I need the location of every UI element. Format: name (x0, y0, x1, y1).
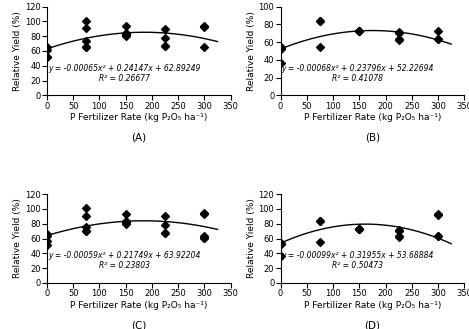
Point (395, 228, 402, 233)
Point (395, 228, 402, 234)
Text: y = -0.00099x² + 0.31955x + 53.68884
R² = 0.50473: y = -0.00099x² + 0.31955x + 53.68884 R² … (281, 251, 434, 270)
X-axis label: P Fertilizer Rate (kg P₂O₅ ha⁻¹): P Fertilizer Rate (kg P₂O₅ ha⁻¹) (304, 114, 441, 122)
Point (316, 240, 324, 245)
Point (316, 18, 324, 23)
Point (161, 214, 169, 219)
Point (356, 28, 363, 33)
Point (43, 45, 51, 50)
Text: (B): (B) (365, 133, 380, 143)
Point (356, 28, 363, 33)
Point (316, 218, 324, 223)
Point (122, 23, 129, 29)
Point (161, 43, 169, 48)
Point (43, 233, 51, 238)
Point (434, 29, 442, 34)
Point (43, 231, 51, 237)
Point (43, 54, 51, 60)
Point (395, 30, 402, 35)
Point (277, 253, 284, 258)
Point (83, 225, 90, 230)
Point (83, 228, 90, 234)
Point (395, 234, 402, 240)
Point (356, 226, 363, 232)
Point (43, 54, 51, 60)
Point (201, 234, 208, 239)
Point (201, 211, 208, 216)
Point (122, 31, 129, 37)
Point (161, 26, 169, 32)
Text: y = -0.00059x² + 0.21749x + 63.92204
R² = 0.23803: y = -0.00059x² + 0.21749x + 63.92204 R² … (48, 251, 200, 270)
Point (83, 25, 90, 31)
Point (122, 218, 129, 223)
Point (434, 212, 442, 217)
Point (122, 212, 129, 217)
Point (434, 212, 442, 217)
Point (161, 231, 169, 236)
Point (434, 37, 442, 42)
Text: y = -0.00065x² + 0.24147x + 62.89249
R² = 0.26677: y = -0.00065x² + 0.24147x + 62.89249 R² … (48, 63, 200, 83)
Text: y = -0.00068x² + 0.23796x + 52.22694
R² = 0.41078: y = -0.00068x² + 0.23796x + 52.22694 R² … (281, 63, 434, 83)
Y-axis label: Relative Yield (%): Relative Yield (%) (247, 11, 256, 91)
Point (201, 24, 208, 29)
Point (83, 206, 90, 211)
Point (161, 222, 169, 228)
Point (122, 219, 129, 225)
X-axis label: P Fertilizer Rate (kg P₂O₅ ha⁻¹): P Fertilizer Rate (kg P₂O₅ ha⁻¹) (70, 114, 207, 122)
Point (316, 44, 324, 49)
Y-axis label: Relative Yield (%): Relative Yield (%) (13, 11, 22, 91)
Point (83, 45, 90, 50)
Point (277, 60, 284, 65)
Point (161, 231, 169, 236)
Point (201, 235, 208, 240)
Point (316, 18, 324, 23)
Point (122, 221, 129, 226)
Point (122, 31, 129, 36)
Point (122, 34, 129, 39)
Point (395, 31, 402, 36)
Point (161, 43, 169, 48)
Point (201, 23, 208, 29)
Text: (D): (D) (364, 320, 380, 329)
Point (43, 238, 51, 243)
Point (201, 235, 208, 240)
Point (83, 45, 90, 50)
Point (43, 242, 51, 248)
Point (356, 226, 363, 232)
Text: (A): (A) (131, 133, 146, 143)
Text: (C): (C) (131, 320, 146, 329)
Point (356, 28, 363, 33)
X-axis label: P Fertilizer Rate (kg P₂O₅ ha⁻¹): P Fertilizer Rate (kg P₂O₅ ha⁻¹) (70, 301, 207, 310)
Point (122, 220, 129, 226)
Point (83, 18, 90, 23)
X-axis label: P Fertilizer Rate (kg P₂O₅ ha⁻¹): P Fertilizer Rate (kg P₂O₅ ha⁻¹) (304, 301, 441, 310)
Point (395, 38, 402, 43)
Point (277, 241, 284, 246)
Point (277, 240, 284, 245)
Point (277, 46, 284, 51)
Point (122, 32, 129, 38)
Point (83, 38, 90, 43)
Point (201, 45, 208, 50)
Point (395, 234, 402, 239)
Point (83, 228, 90, 234)
Point (277, 47, 284, 52)
Point (395, 37, 402, 42)
Point (356, 226, 363, 232)
Y-axis label: Relative Yield (%): Relative Yield (%) (13, 199, 22, 278)
Point (434, 234, 442, 239)
Point (83, 213, 90, 218)
Point (434, 37, 442, 42)
Point (201, 212, 208, 217)
Point (316, 218, 324, 223)
Point (434, 234, 442, 239)
Point (356, 226, 363, 232)
Point (277, 242, 284, 247)
Point (161, 35, 169, 40)
Point (356, 28, 363, 33)
Point (43, 47, 51, 52)
Point (277, 45, 284, 50)
Y-axis label: Relative Yield (%): Relative Yield (%) (247, 199, 256, 278)
